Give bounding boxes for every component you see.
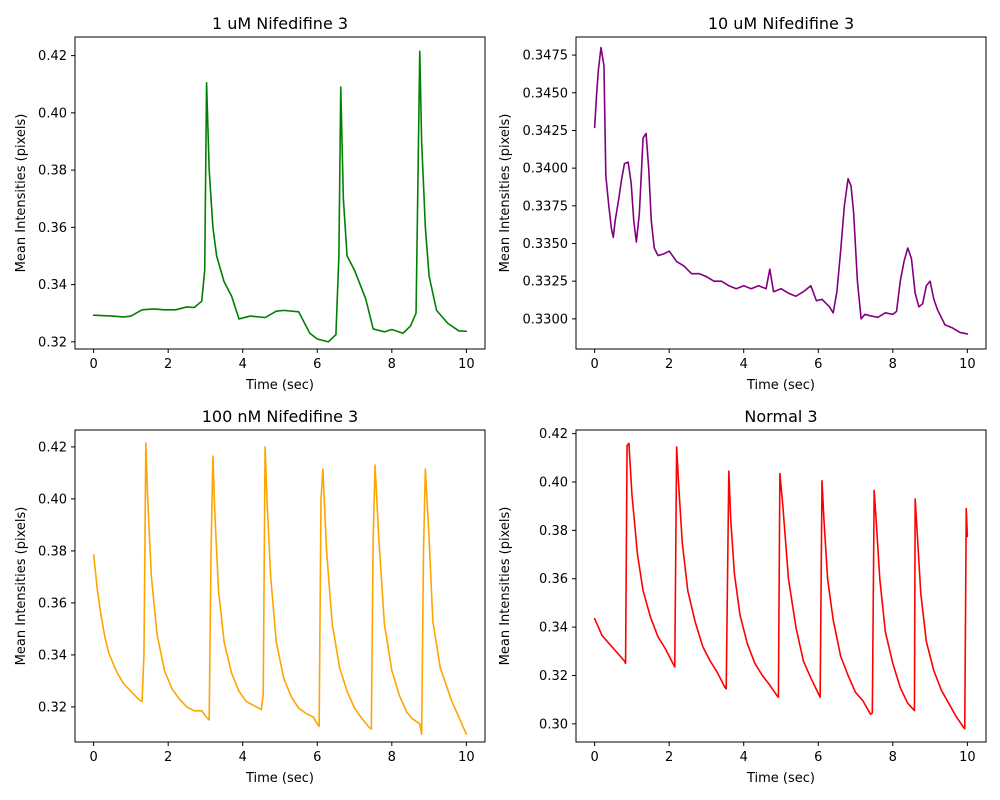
- x-axis-label: Time (sec): [746, 378, 815, 393]
- y-tick-label: 0.42: [38, 440, 67, 455]
- x-tick-label: 6: [814, 750, 822, 765]
- y-axis-label: Mean Intensities (pixels): [14, 507, 29, 666]
- x-tick-label: 0: [89, 750, 97, 765]
- y-tick-label: 0.3475: [523, 49, 569, 64]
- x-tick-label: 2: [164, 750, 172, 765]
- x-tick-label: 10: [458, 357, 475, 372]
- y-tick-label: 0.38: [38, 544, 67, 559]
- y-tick-label: 0.38: [539, 524, 568, 539]
- x-tick-label: 0: [590, 750, 598, 765]
- x-tick-label: 8: [388, 750, 396, 765]
- x-tick-label: 4: [740, 750, 748, 765]
- axes-frame: [74, 36, 486, 350]
- axes-frame: [74, 429, 486, 743]
- x-tick-label: 0: [89, 357, 97, 372]
- x-tick-label: 8: [889, 357, 897, 372]
- y-tick-label: 0.3450: [523, 86, 569, 101]
- series-line: [92, 50, 468, 343]
- y-axis-label: Mean Intensities (pixels): [14, 114, 29, 273]
- x-tick-label: 8: [388, 357, 396, 372]
- x-axis-label: Time (sec): [746, 771, 815, 786]
- y-tick-label: 0.40: [38, 492, 67, 507]
- chart-panel-1: 0 2 4 6 8 10 0.32 0.34 0.36 0.38 0.40 0.42 1 uM Nife…: [14, 14, 486, 393]
- series-line: [593, 46, 969, 335]
- y-tick-label: 0.34: [38, 278, 67, 293]
- chart-panel-4: 0 2 4 6 8 10 0.30 0.32 0.34 0.36 0.38 0.40 0.42 Norma…: [498, 407, 987, 786]
- axes-frame: [575, 429, 987, 743]
- y-tick-label: 0.36: [539, 572, 568, 587]
- y-axis-label: Mean Intensities (pixels): [498, 114, 513, 273]
- y-tick-label: 0.32: [38, 335, 67, 350]
- x-tick-label: 10: [959, 750, 976, 765]
- x-tick-label: 2: [665, 750, 673, 765]
- y-tick-label: 0.3325: [523, 275, 569, 290]
- y-tick-label: 0.40: [539, 476, 568, 491]
- y-tick-label: 0.32: [38, 700, 67, 715]
- chart-panel-3: 0 2 4 6 8 10 0.32 0.34 0.36 0.38 0.40 0.42 100 nM Ni…: [14, 407, 486, 786]
- x-tick-label: 6: [313, 357, 321, 372]
- y-tick-label: 0.3400: [523, 162, 569, 177]
- y-tick-label: 0.30: [539, 717, 568, 732]
- y-tick-label: 0.36: [38, 221, 67, 236]
- x-tick-label: 8: [889, 750, 897, 765]
- y-tick-label: 0.34: [38, 648, 67, 663]
- chart-title: 10 uM Nifedifine 3: [708, 14, 854, 33]
- chart-panel-2: 0 2 4 6 8 10 0.3300 0.3325 0.3350 0.3375 0.3400 0.3…: [498, 14, 987, 393]
- series-line: [593, 442, 969, 730]
- y-tick-label: 0.38: [38, 164, 67, 179]
- x-tick-label: 0: [590, 357, 598, 372]
- y-tick-label: 0.3350: [523, 237, 569, 252]
- y-tick-label: 0.34: [539, 621, 568, 636]
- axes-frame: [575, 36, 987, 350]
- chart-title: Normal 3: [744, 407, 817, 426]
- y-tick-label: 0.3375: [523, 199, 569, 214]
- y-tick-label: 0.3425: [523, 124, 569, 139]
- y-tick-label: 0.36: [38, 596, 67, 611]
- y-tick-label: 0.3300: [523, 312, 569, 327]
- x-axis-label: Time (sec): [245, 771, 314, 786]
- chart-title: 100 nM Nifedifine 3: [202, 407, 358, 426]
- y-axis-label: Mean Intensities (pixels): [498, 507, 513, 666]
- x-tick-label: 10: [458, 750, 475, 765]
- x-tick-label: 6: [313, 750, 321, 765]
- y-tick-label: 0.40: [38, 106, 67, 121]
- x-tick-label: 4: [239, 750, 247, 765]
- x-tick-label: 4: [239, 357, 247, 372]
- x-tick-label: 6: [814, 357, 822, 372]
- x-axis-label: Time (sec): [245, 378, 314, 393]
- y-tick-label: 0.42: [539, 427, 568, 442]
- x-tick-label: 4: [740, 357, 748, 372]
- chart-title: 1 uM Nifedifine 3: [212, 14, 348, 33]
- y-tick-label: 0.42: [38, 49, 67, 64]
- x-tick-label: 10: [959, 357, 976, 372]
- y-tick-label: 0.32: [539, 669, 568, 684]
- x-tick-label: 2: [665, 357, 673, 372]
- series-line: [92, 442, 468, 736]
- x-tick-label: 2: [164, 357, 172, 372]
